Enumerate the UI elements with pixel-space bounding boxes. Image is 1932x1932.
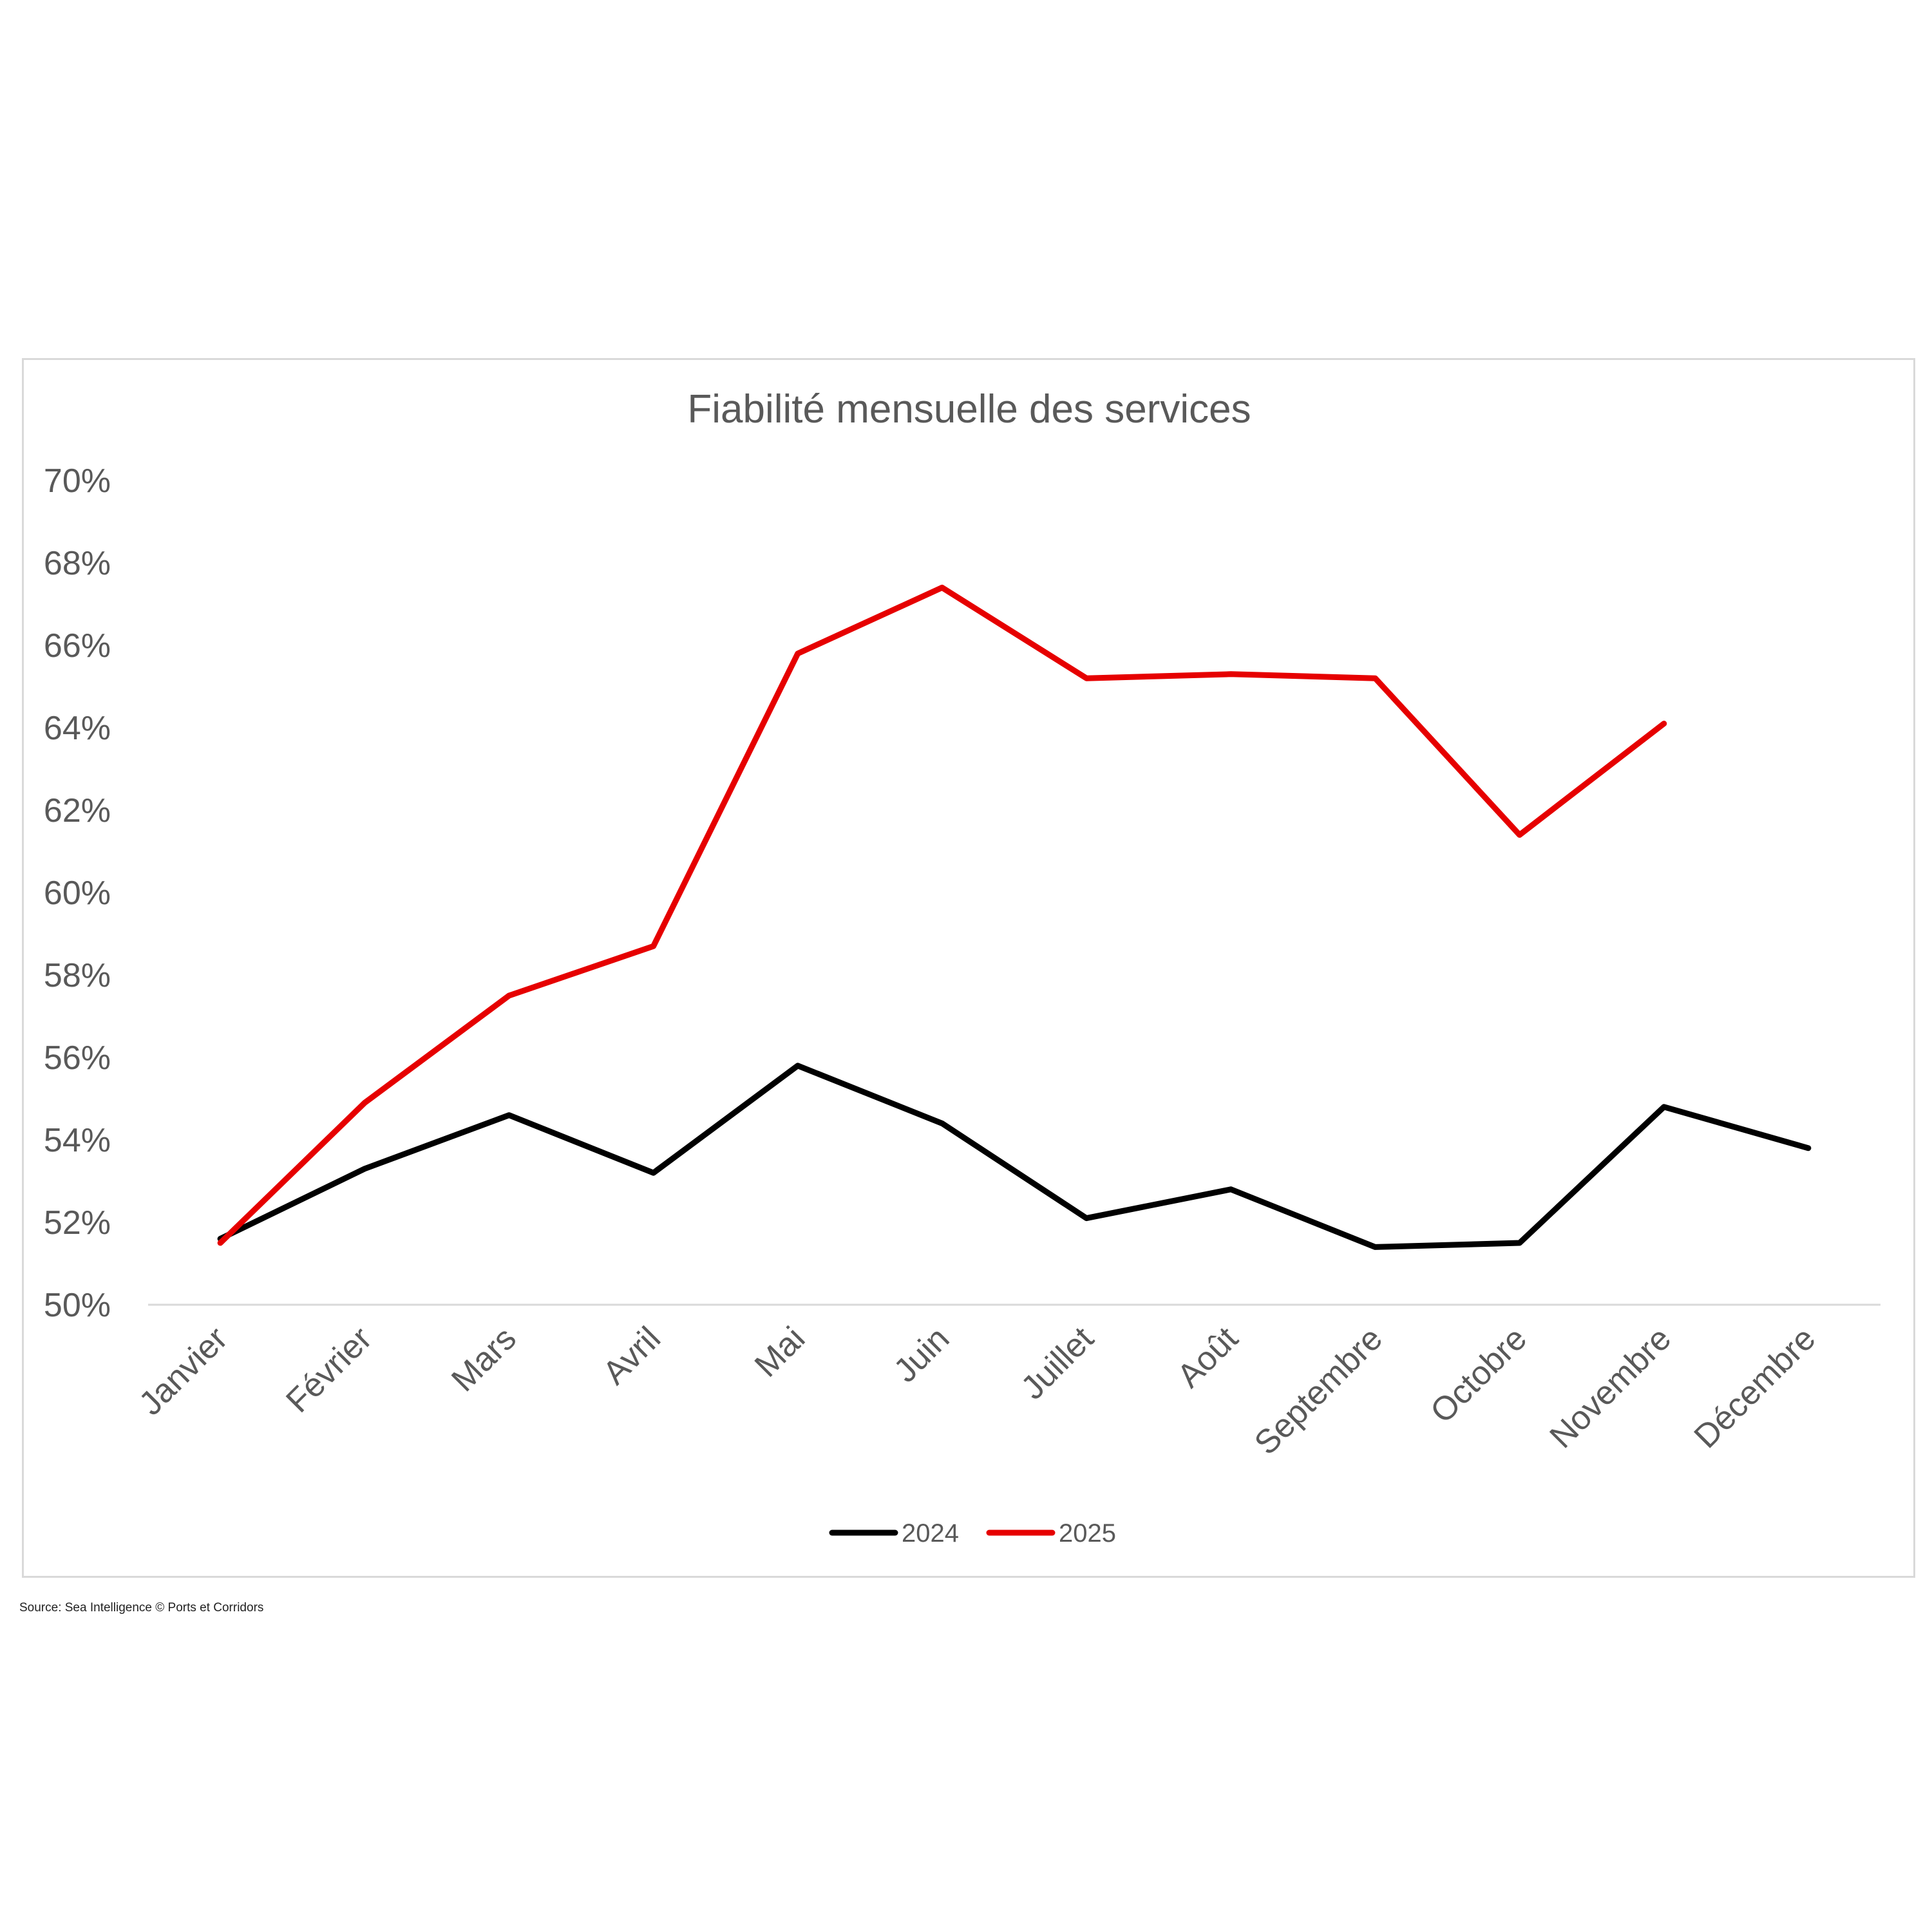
y-tick-label: 60%	[44, 875, 111, 912]
x-tick-label: Novembre	[1543, 1320, 1679, 1455]
x-tick-label: Juin	[887, 1320, 956, 1389]
source-note: Source: Sea Intelligence © Ports et Corr…	[19, 1601, 264, 1615]
y-tick-label: 52%	[44, 1204, 111, 1242]
chart-frame	[22, 358, 1915, 1578]
x-tick-label: Juillet	[1014, 1320, 1101, 1406]
y-tick-label: 50%	[44, 1287, 111, 1324]
x-tick-label: Mai	[748, 1320, 812, 1384]
legend: 2024 2025	[829, 1519, 1116, 1548]
y-tick-label: 64%	[44, 710, 111, 747]
y-tick-label: 68%	[44, 545, 111, 582]
x-tick-label: Avril	[596, 1320, 668, 1392]
chart-title: Fiabilité mensuelle des services	[687, 387, 1251, 431]
y-tick-label: 56%	[44, 1039, 111, 1077]
x-tick-label: Février	[279, 1320, 379, 1419]
y-tick-label: 54%	[44, 1122, 111, 1159]
legend-label-2024: 2024	[902, 1519, 959, 1548]
x-tick-label: Janvier	[132, 1320, 235, 1423]
series-group	[217, 584, 1812, 1250]
y-tick-label: 62%	[44, 792, 111, 829]
x-tick-label: Octobre	[1423, 1320, 1534, 1430]
x-tick-label: Août	[1170, 1320, 1245, 1395]
series-line-2025	[217, 584, 1667, 1246]
legend-label-2025: 2025	[1059, 1519, 1116, 1548]
x-tick-label: Décembre	[1687, 1320, 1823, 1455]
x-tick-label: Septembre	[1247, 1320, 1390, 1462]
x-axis-labels: Janvier Février Mars Avril Mai Juin Juillet Aoû…	[132, 1320, 1823, 1462]
y-tick-label: 66%	[44, 627, 111, 665]
series-line-2024	[217, 1063, 1812, 1250]
y-tick-label: 58%	[44, 957, 111, 994]
y-tick-label: 70%	[44, 462, 111, 500]
x-tick-label: Mars	[444, 1320, 524, 1399]
y-axis-labels: 50% 52% 54% 56% 58% 60% 62% 64% 66% 68% 70%	[44, 462, 111, 1324]
